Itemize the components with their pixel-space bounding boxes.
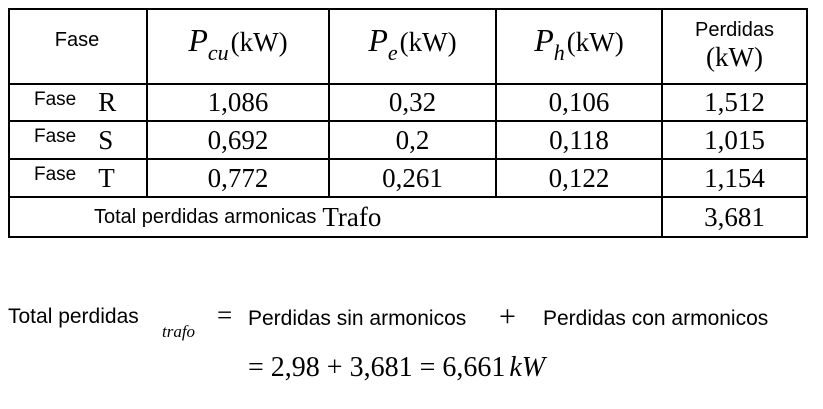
row-label: Fase: [34, 126, 77, 147]
total-label: Total perdidas armonicas: [94, 205, 317, 228]
term: Perdidas sin armonicos: [248, 307, 467, 330]
table: [8, 8, 808, 238]
value-cell: 1,015: [663, 122, 808, 160]
value-cell: 0,261: [330, 160, 497, 198]
value-cell: 0,106: [497, 85, 663, 122]
symbol: P: [368, 22, 388, 58]
total-label-cell: Total perdidas armonicas Trafo: [8, 198, 663, 238]
unit: (kW): [566, 27, 624, 57]
value: 0,261: [382, 162, 443, 193]
value: 0,106: [548, 87, 610, 117]
equation-lhs: Total perdidas: [8, 305, 139, 328]
header-text: Perdidas: [695, 18, 774, 41]
total-value: 3,681: [704, 201, 765, 232]
value-cell: 0,772: [148, 160, 330, 198]
equation-subscript: trafo: [162, 322, 196, 341]
value: 1,512: [704, 87, 765, 117]
subscript: h: [553, 40, 565, 65]
value: 1,086: [207, 87, 269, 117]
value: 0,118: [549, 124, 609, 155]
subscript: cu: [207, 40, 229, 65]
total-value-cell: 3,681: [663, 198, 808, 238]
value-cell: 0,692: [148, 122, 330, 160]
value: 1,154: [704, 162, 765, 193]
value: 0,32: [388, 87, 437, 117]
label-cell: Fase S: [8, 122, 148, 160]
value: 0,2: [395, 124, 430, 155]
header-text: Fase: [54, 29, 100, 51]
value-cell: 0,32: [330, 85, 497, 122]
value-cell: 1,512: [663, 85, 808, 122]
equals: =: [217, 300, 233, 330]
value-cell: 1,154: [663, 160, 808, 198]
header-cell: Perdidas (kW): [663, 8, 808, 85]
phase: S: [98, 124, 114, 155]
label-cell: Fase T: [8, 160, 148, 198]
subscript: e: [387, 40, 398, 65]
header-cell: Fase: [8, 8, 148, 85]
value-cell: 0,122: [497, 160, 663, 198]
phase: R: [98, 87, 117, 117]
row-label: Fase: [34, 164, 77, 185]
equation-result: = 2,98 + 3,681 = 6,661 kW: [248, 352, 545, 384]
symbol: P: [188, 22, 208, 58]
symbol: P: [534, 22, 554, 58]
total-suffix: Trafo: [322, 201, 382, 232]
label-cell: Fase R: [8, 85, 148, 122]
row-label: Fase: [34, 88, 77, 110]
value-cell: 0,2: [330, 122, 497, 160]
header-text: (kW): [706, 41, 763, 72]
value: 0,122: [548, 162, 610, 193]
value: 0,772: [207, 162, 269, 193]
value-cell: 1,086: [148, 85, 330, 122]
term: Perdidas con armonicos: [543, 307, 769, 330]
value-cell: 0,118: [497, 122, 663, 160]
result: = 2,98 + 3,681 = 6,661: [248, 352, 506, 383]
value: 0,692: [207, 124, 269, 155]
unit: (kW): [399, 27, 457, 57]
unit: (kW): [230, 27, 288, 57]
value: 1,015: [704, 124, 765, 155]
plus: +: [499, 300, 516, 333]
phase: T: [98, 162, 115, 193]
unit: kW: [509, 352, 546, 383]
